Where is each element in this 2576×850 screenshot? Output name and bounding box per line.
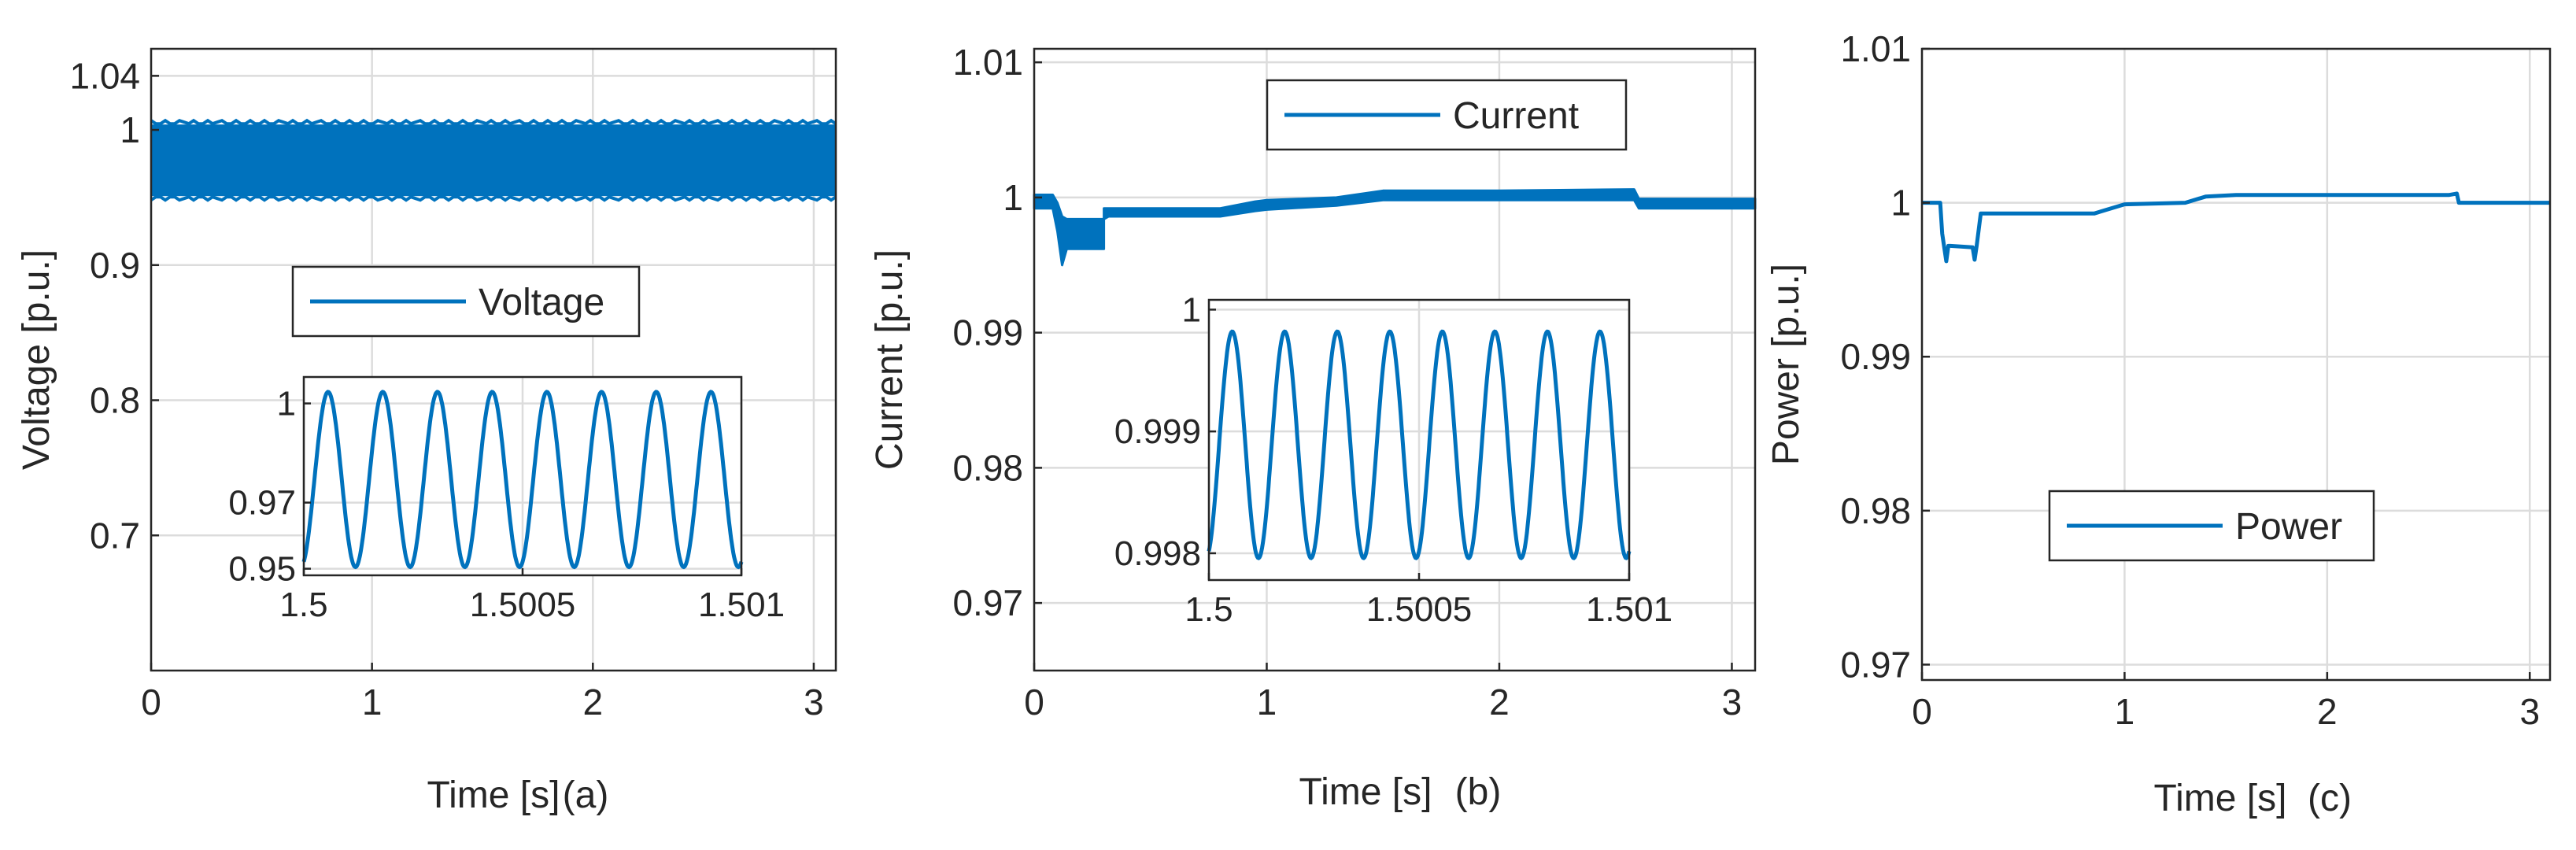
- panel-b-legend-label: Current: [1453, 95, 1579, 137]
- voltage-envelope-band: [151, 124, 836, 197]
- panel-b-legend: Current: [1266, 79, 1628, 151]
- panel-c-ticks: 0 1 2 3 0.97 0.98 0.99 1 1.01: [1840, 28, 2540, 732]
- x-tick-label: 3: [2519, 691, 2540, 732]
- panel-c-xlabel: Time [s]: [2154, 778, 2287, 819]
- panel-a-ticks: 0 1 2 3 0.7 0.8 0.9 1 1.04: [69, 55, 823, 722]
- panel-a-inset-series: [301, 390, 744, 570]
- x-tick-label: 0: [1912, 691, 1932, 732]
- inset-y-tick-label: 1: [1182, 290, 1201, 329]
- y-tick-label: 1: [1890, 183, 1911, 224]
- inset-sine-wave: [301, 390, 744, 570]
- power-line: [1922, 191, 2550, 264]
- y-tick-label: 1: [1003, 177, 1023, 218]
- y-tick-label: 1.01: [1840, 28, 1911, 69]
- inset-y-tick-label: 0.97: [228, 484, 296, 523]
- panel-b-series: [1033, 188, 1757, 267]
- x-tick-label: 2: [1489, 682, 1510, 722]
- panel-b-axes-frame: [1033, 47, 1757, 672]
- inset-x-tick-label: 1.5005: [1366, 590, 1473, 629]
- y-tick-label: 0.98: [1840, 490, 1911, 531]
- panel-a-series: [150, 118, 837, 202]
- y-tick-label: 0.99: [1840, 336, 1911, 377]
- panel-c-axes-frame: [1920, 47, 2552, 682]
- panel-a-ylabel: Voltage [p.u.]: [16, 249, 57, 470]
- inset-x-tick-label: 1.5005: [470, 586, 576, 624]
- x-tick-label: 1: [362, 682, 383, 722]
- x-tick-label: 3: [804, 682, 824, 722]
- panel-c-legend: Power: [2048, 490, 2375, 562]
- voltage-envelope-lower: [150, 194, 837, 202]
- panel-c-legend-label: Power: [2235, 506, 2342, 548]
- panel-b-label: (b): [1455, 771, 1502, 813]
- inset-x-tick-label: 1.5: [279, 586, 327, 624]
- panel-a-inset-ticks: 1.5 1.5005 1.501 0.95 0.97 1: [228, 385, 785, 624]
- panel-a-label: (a): [563, 774, 609, 816]
- current-band: [1033, 188, 1757, 267]
- panel-a-xlabel: Time [s]: [427, 774, 560, 816]
- panel-a: 0 1 2 3 0.7 0.8 0.9 1 1.04 Voltage 1.5 1.5005 1.50…: [16, 47, 837, 816]
- inset-x-tick-label: 1.501: [1586, 590, 1672, 629]
- inset-y-tick-label: 0.95: [228, 550, 296, 589]
- panel-b-xlabel: Time [s]: [1299, 771, 1432, 813]
- y-tick-label: 0.7: [90, 515, 140, 556]
- panel-a-axes-frame: [150, 47, 837, 672]
- y-tick-label: 1.01: [952, 42, 1023, 83]
- panel-a-legend: Voltage: [291, 265, 641, 338]
- panel-b-inset: 1.5 1.5005 1.501 0.998 0.999 1: [1114, 290, 1672, 629]
- y-tick-label: 0.99: [952, 312, 1023, 353]
- x-tick-label: 0: [141, 682, 161, 722]
- y-tick-label: 0.97: [1840, 644, 1911, 685]
- panel-a-inset: 1.5 1.5005 1.501 0.95 0.97 1: [228, 375, 785, 624]
- inset-x-tick-label: 1.5: [1185, 590, 1233, 629]
- panel-a-inset-frame: [302, 375, 743, 577]
- x-tick-label: 1: [1257, 682, 1277, 722]
- y-tick-label: 1: [120, 109, 140, 150]
- panel-c-grid: [1920, 47, 2550, 680]
- voltage-envelope-upper: [150, 118, 837, 126]
- panel-b-inset-ticks: 1.5 1.5005 1.501 0.998 0.999 1: [1114, 290, 1672, 629]
- panel-b-inset-frame: [1207, 298, 1631, 582]
- panel-c-series: [1922, 191, 2550, 264]
- panel-c-label: (c): [2308, 778, 2352, 819]
- y-tick-label: 0.8: [90, 380, 140, 421]
- x-tick-label: 1: [2115, 691, 2135, 732]
- panel-b-ticks: 0 1 2 3 0.97 0.98 0.99 1 1.01: [952, 42, 1742, 722]
- inset-x-tick-label: 1.501: [698, 586, 785, 624]
- panel-b-inset-series: [1207, 329, 1632, 560]
- inset-y-tick-label: 0.999: [1114, 412, 1201, 451]
- panel-a-legend-label: Voltage: [479, 282, 604, 323]
- panel-c: 0 1 2 3 0.97 0.98 0.99 1 1.01 Power Power [p.u.]…: [1765, 28, 2552, 819]
- y-tick-label: 1.04: [69, 55, 140, 96]
- panel-c-ylabel: Power [p.u.]: [1765, 264, 1807, 465]
- inset-y-tick-label: 1: [277, 385, 296, 423]
- panel-b-ylabel: Current [p.u.]: [869, 249, 911, 470]
- x-tick-label: 3: [1722, 682, 1743, 722]
- x-tick-label: 0: [1024, 682, 1044, 722]
- y-tick-label: 0.98: [952, 447, 1023, 488]
- y-tick-label: 0.9: [90, 245, 140, 286]
- inset-sine-wave: [1207, 329, 1632, 560]
- x-tick-label: 2: [2317, 691, 2338, 732]
- y-tick-label: 0.97: [952, 582, 1023, 623]
- x-tick-label: 2: [582, 682, 603, 722]
- inset-y-tick-label: 0.998: [1114, 534, 1201, 573]
